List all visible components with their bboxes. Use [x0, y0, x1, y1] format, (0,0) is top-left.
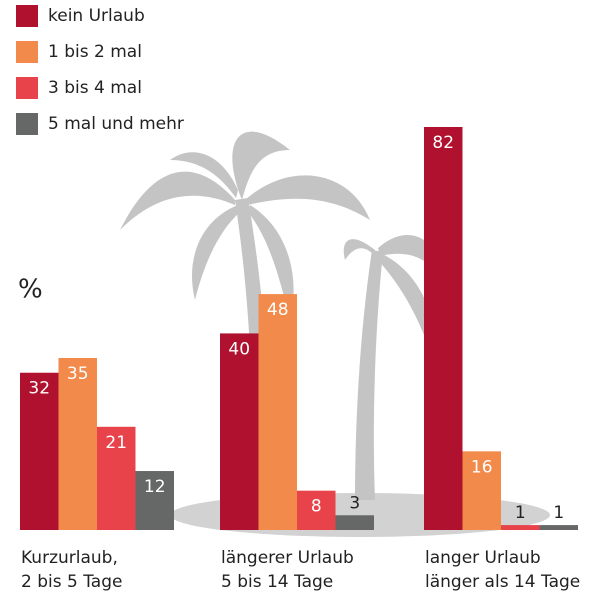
bar	[540, 525, 579, 530]
x-tick-label: länger als 14 Tage	[425, 572, 580, 592]
chart: % kein Urlaub 1 bis 2 mal 3 bis 4 mal 5 mal…	[0, 0, 607, 600]
legend-label: 3 bis 4 mal	[48, 78, 142, 98]
value-label: 3	[349, 493, 360, 513]
value-label: 32	[28, 379, 50, 399]
x-tick-label: längerer Urlaub	[221, 548, 354, 568]
value-label: 35	[67, 364, 89, 384]
value-label: 40	[228, 339, 250, 359]
value-label: 1	[553, 503, 564, 523]
legend-swatch	[16, 113, 38, 135]
value-label: 8	[311, 497, 322, 517]
bar	[424, 127, 463, 530]
legend-label: 5 mal und mehr	[48, 114, 184, 134]
bar	[501, 525, 540, 530]
x-tick-label: langer Urlaub	[425, 548, 541, 568]
x-tick-label: Kurzurlaub,	[21, 548, 118, 568]
legend-label: kein Urlaub	[48, 6, 145, 26]
value-label: 21	[105, 433, 127, 453]
legend-swatch	[16, 5, 38, 27]
value-label: 48	[267, 300, 289, 320]
bar	[336, 515, 375, 530]
value-label: 1	[515, 503, 526, 523]
x-tick-label: 5 bis 14 Tage	[221, 572, 333, 592]
unit-label: %	[18, 275, 43, 305]
value-label: 12	[144, 477, 166, 497]
legend-swatch	[16, 41, 38, 63]
x-tick-label: 2 bis 5 Tage	[21, 572, 122, 592]
legend-label: 1 bis 2 mal	[48, 42, 142, 62]
value-label: 82	[432, 133, 454, 153]
bar	[259, 294, 298, 530]
bar	[220, 333, 259, 530]
legend-swatch	[16, 77, 38, 99]
value-label: 16	[471, 457, 493, 477]
